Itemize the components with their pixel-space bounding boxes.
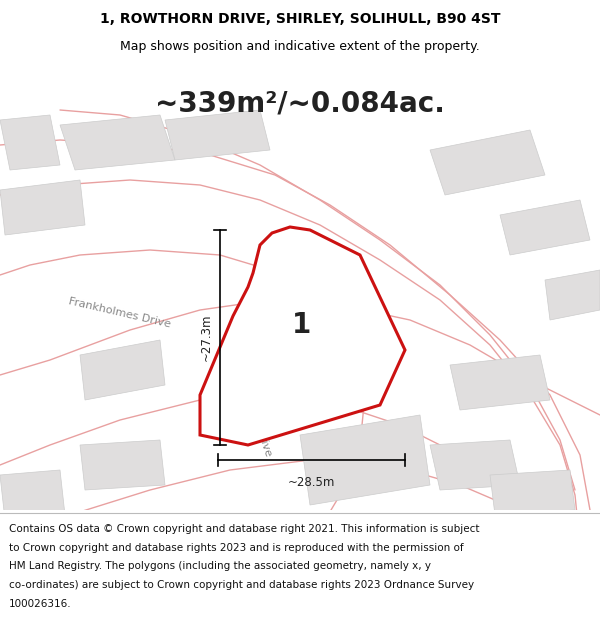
Text: Contains OS data © Crown copyright and database right 2021. This information is : Contains OS data © Crown copyright and d… bbox=[9, 524, 479, 534]
Polygon shape bbox=[60, 115, 175, 170]
Polygon shape bbox=[500, 200, 590, 255]
Text: ~27.3m: ~27.3m bbox=[199, 314, 212, 361]
Polygon shape bbox=[0, 180, 85, 235]
Polygon shape bbox=[450, 355, 550, 410]
Text: ~28.5m: ~28.5m bbox=[288, 476, 335, 489]
Polygon shape bbox=[490, 470, 575, 515]
Polygon shape bbox=[300, 415, 430, 505]
Text: Frankholmes Drive: Frankholmes Drive bbox=[68, 296, 172, 329]
Polygon shape bbox=[430, 440, 520, 490]
Text: Rowthorn Drive: Rowthorn Drive bbox=[237, 372, 273, 458]
Text: co-ordinates) are subject to Crown copyright and database rights 2023 Ordnance S: co-ordinates) are subject to Crown copyr… bbox=[9, 580, 474, 590]
Polygon shape bbox=[0, 470, 65, 520]
Polygon shape bbox=[200, 227, 405, 445]
Text: 1: 1 bbox=[292, 311, 311, 339]
Text: Map shows position and indicative extent of the property.: Map shows position and indicative extent… bbox=[120, 39, 480, 52]
Polygon shape bbox=[430, 130, 545, 195]
Text: HM Land Registry. The polygons (including the associated geometry, namely x, y: HM Land Registry. The polygons (includin… bbox=[9, 561, 431, 571]
Text: to Crown copyright and database rights 2023 and is reproduced with the permissio: to Crown copyright and database rights 2… bbox=[9, 542, 464, 552]
Text: ~339m²/~0.084ac.: ~339m²/~0.084ac. bbox=[155, 89, 445, 117]
Polygon shape bbox=[545, 270, 600, 320]
Text: 1, ROWTHORN DRIVE, SHIRLEY, SOLIHULL, B90 4ST: 1, ROWTHORN DRIVE, SHIRLEY, SOLIHULL, B9… bbox=[100, 12, 500, 26]
Polygon shape bbox=[80, 440, 165, 490]
Text: 100026316.: 100026316. bbox=[9, 599, 71, 609]
Polygon shape bbox=[165, 110, 270, 160]
Polygon shape bbox=[0, 115, 60, 170]
Polygon shape bbox=[80, 340, 165, 400]
